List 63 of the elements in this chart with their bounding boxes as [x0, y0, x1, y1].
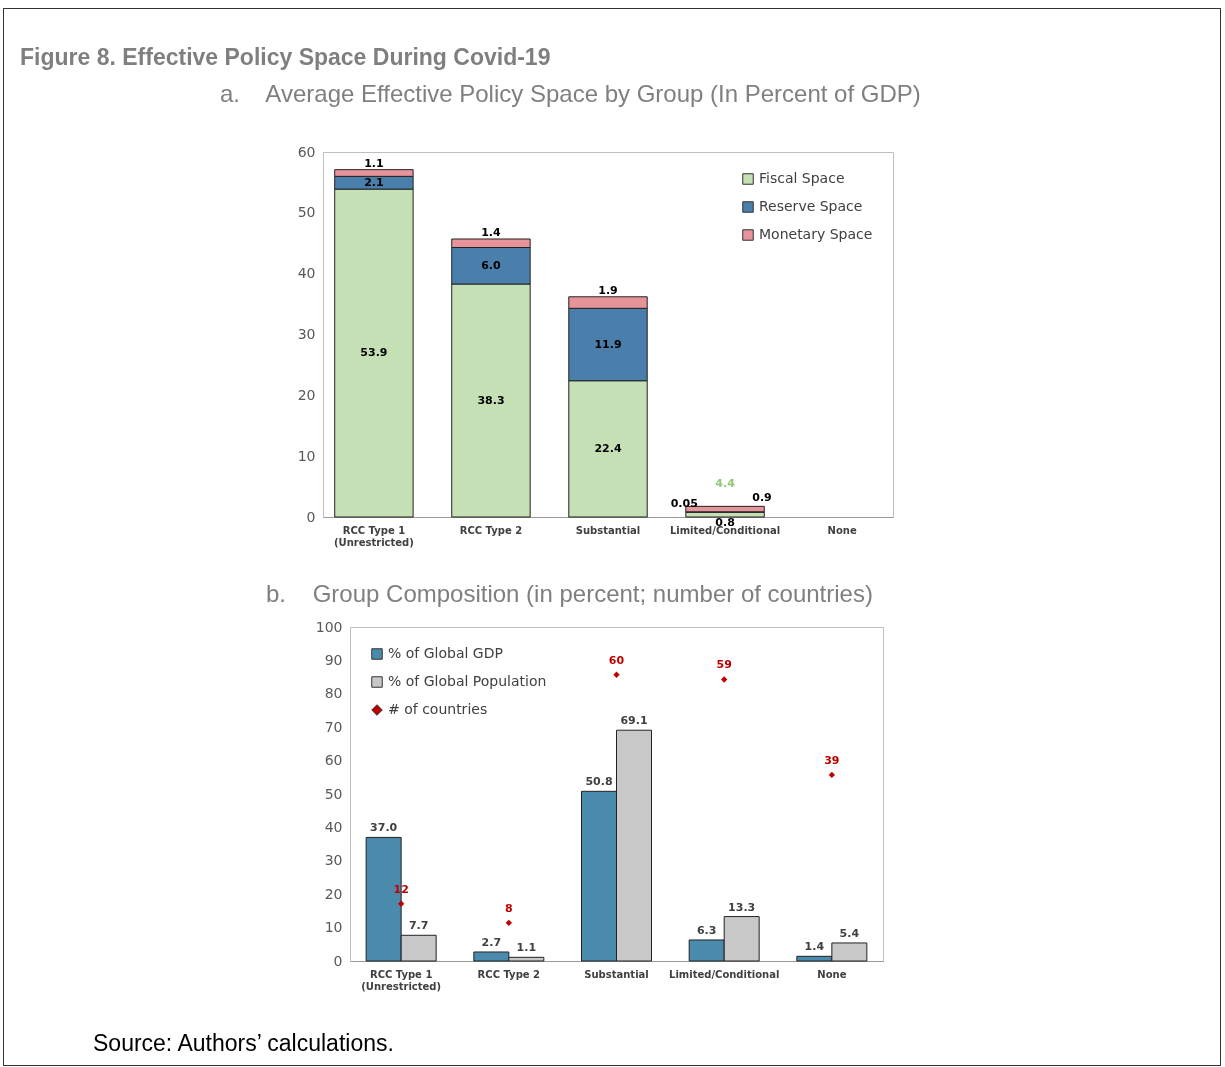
chart-title: Figure 8. Effective Policy Space During Covid-19: [20, 44, 551, 71]
x-tick-label: None: [817, 968, 847, 980]
data-label: 1.1: [364, 156, 384, 170]
y-tick-label: 100: [315, 618, 343, 635]
y-tick-label: 10: [324, 919, 343, 936]
y-tick-label: 50: [324, 785, 343, 802]
x-tick-label: Limited/Conditional: [669, 968, 780, 980]
data-label: 37.0: [370, 821, 398, 835]
x-tick-label: Substantial: [584, 968, 649, 980]
data-label: 53.9: [360, 346, 388, 360]
data-label: 11.9: [594, 337, 622, 351]
y-tick-label: 70: [324, 718, 343, 735]
x-tick-label: Substantial: [575, 524, 641, 536]
legend-label: Reserve Space: [759, 198, 863, 214]
data-label: 0.05: [670, 496, 698, 510]
data-label: 39: [824, 753, 840, 767]
data-label: 13.3: [728, 900, 756, 914]
data-label: 2.7: [481, 935, 502, 949]
y-tick-label: 30: [324, 852, 343, 869]
data-label: 38.3: [477, 393, 505, 407]
y-tick-label: 50: [297, 204, 316, 221]
legend-label: # of countries: [388, 701, 488, 717]
y-tick-label: 40: [324, 818, 343, 835]
data-label: 59: [716, 658, 732, 672]
x-tick-label: RCC Type 1 (Unrestricted): [333, 524, 414, 548]
data-label: 22.4: [594, 441, 622, 455]
legend-label: Fiscal Space: [759, 170, 845, 186]
y-tick-label: 40: [297, 265, 316, 282]
y-tick-label: 0: [333, 952, 343, 969]
y-tick-label: 30: [297, 326, 316, 342]
annotation: 4.4: [715, 477, 736, 491]
legend-label: Monetary Space: [759, 226, 873, 242]
y-tick-label: 60: [324, 752, 343, 769]
legend-label: % of Global Population: [388, 673, 547, 689]
chart-title: b. Group Composition (in percent; number of countries): [266, 580, 873, 608]
y-tick-label: 80: [324, 685, 343, 702]
data-label: 1.4: [804, 940, 825, 954]
x-tick-label: RCC Type 1 (Unrestricted): [361, 968, 442, 992]
data-label: 1.4: [481, 225, 502, 239]
data-label: 7.7: [408, 919, 429, 933]
data-label: 60: [608, 653, 625, 667]
y-tick-label: 90: [324, 651, 343, 668]
data-label: 5.4: [839, 926, 860, 940]
data-label: 0.9: [752, 491, 772, 505]
y-tick-label: 60: [297, 143, 316, 160]
data-label: 1.9: [598, 283, 618, 297]
y-tick-label: 10: [297, 447, 316, 464]
x-tick-label: RCC Type 2: [477, 968, 541, 980]
data-label: 6.0: [481, 258, 502, 272]
data-label: 69.1: [620, 714, 648, 728]
data-label: 50.8: [585, 775, 613, 789]
x-tick-label: None: [827, 524, 857, 536]
y-tick-label: 0: [306, 508, 316, 525]
data-label: 2.1: [364, 175, 384, 189]
data-label: 8: [505, 901, 513, 915]
chart-subtitle: a. Average Effective Policy Space by Group (In Percent of GDP): [220, 80, 921, 108]
data-label: 1.1: [516, 941, 537, 955]
legend-label: % of Global GDP: [388, 645, 503, 661]
y-tick-label: 20: [297, 386, 316, 403]
x-tick-label: RCC Type 2: [459, 524, 523, 536]
data-label: 6.3: [696, 923, 717, 937]
y-tick-label: 20: [324, 885, 343, 902]
source-note: Source: Authors’ calculations.: [93, 1030, 394, 1057]
